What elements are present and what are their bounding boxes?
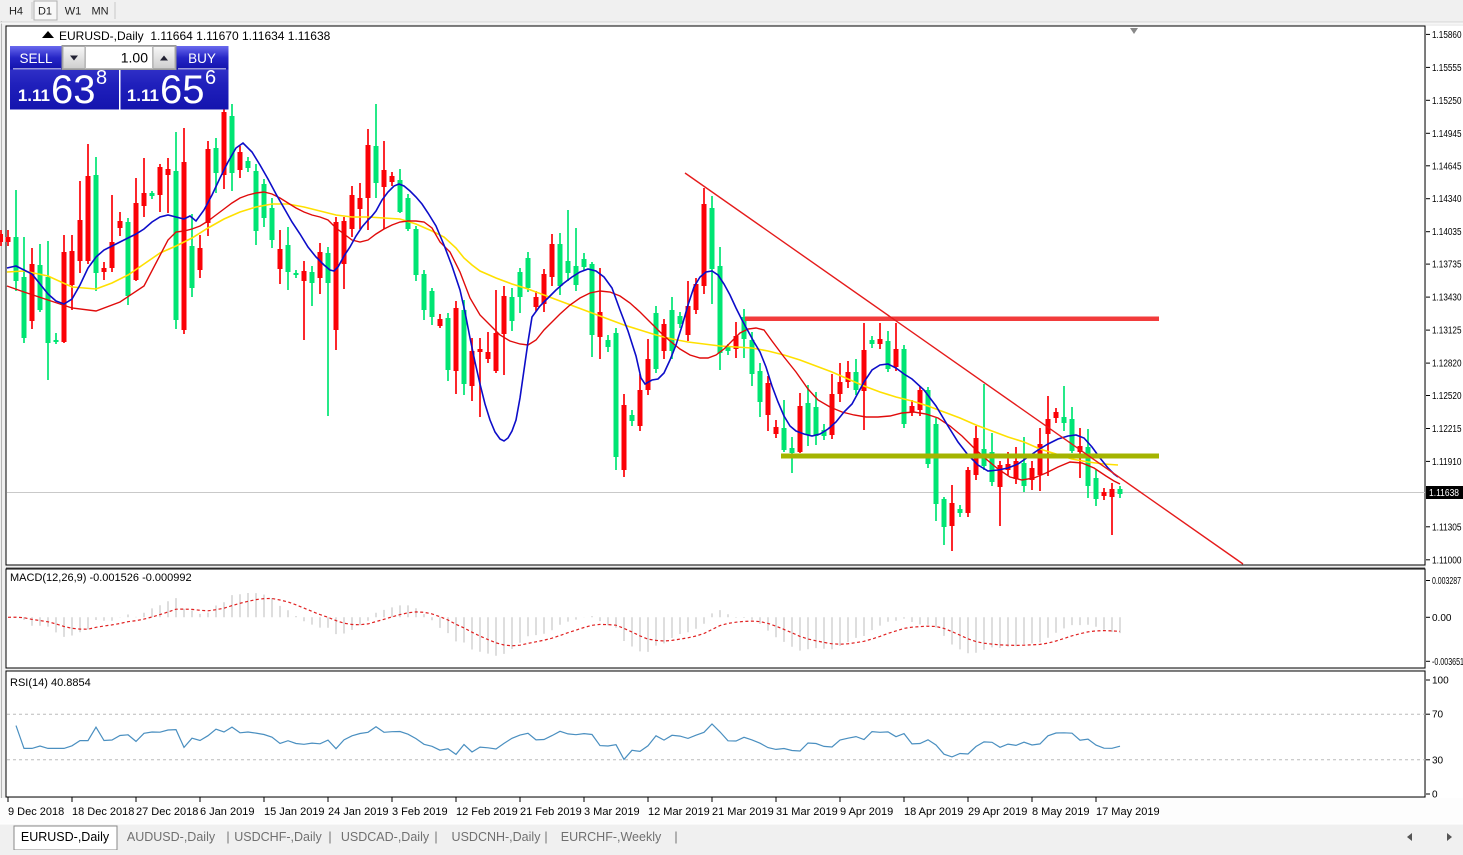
svg-text:21 Feb 2019: 21 Feb 2019 <box>520 806 582 818</box>
svg-text:|: | <box>328 830 331 844</box>
svg-text:27 Dec 2018: 27 Dec 2018 <box>136 806 198 818</box>
svg-text:EURUSD-,Daily: EURUSD-,Daily <box>21 830 110 844</box>
svg-text:1.12520: 1.12520 <box>1432 391 1462 402</box>
svg-text:1.11305: 1.11305 <box>1432 522 1462 533</box>
svg-text:EURCHF-,Weekly: EURCHF-,Weekly <box>561 830 662 844</box>
svg-text:1.11000: 1.11000 <box>1432 555 1462 566</box>
svg-text:1.14340: 1.14340 <box>1432 194 1462 205</box>
svg-text:70: 70 <box>1432 710 1444 721</box>
svg-text:1.11: 1.11 <box>18 86 50 105</box>
svg-text:3 Feb 2019: 3 Feb 2019 <box>392 806 448 818</box>
svg-text:31 Mar 2019: 31 Mar 2019 <box>776 806 838 818</box>
svg-text:18 Apr 2019: 18 Apr 2019 <box>904 806 963 818</box>
svg-text:MACD(12,26,9) -0.001526 -0.000: MACD(12,26,9) -0.001526 -0.000992 <box>10 572 192 584</box>
svg-text:BUY: BUY <box>188 51 216 66</box>
svg-text:15 Jan 2019: 15 Jan 2019 <box>264 806 325 818</box>
svg-text:|: | <box>434 830 437 844</box>
svg-text:-0.003651: -0.003651 <box>1432 657 1463 668</box>
svg-text:1.14035: 1.14035 <box>1432 227 1462 238</box>
svg-text:1.11910: 1.11910 <box>1432 457 1462 468</box>
svg-text:|: | <box>544 830 547 844</box>
svg-text:W1: W1 <box>65 6 82 18</box>
svg-text:6 Jan 2019: 6 Jan 2019 <box>200 806 254 818</box>
svg-text:65: 65 <box>160 68 205 112</box>
svg-text:0.00: 0.00 <box>1432 613 1452 624</box>
svg-text:USDCNH-,Daily: USDCNH-,Daily <box>452 830 542 844</box>
svg-text:USDCAD-,Daily: USDCAD-,Daily <box>341 830 430 844</box>
svg-text:|: | <box>674 830 677 844</box>
svg-text:6: 6 <box>205 67 216 89</box>
svg-text:1.15860: 1.15860 <box>1432 30 1462 41</box>
svg-text:17 May 2019: 17 May 2019 <box>1096 806 1160 818</box>
svg-text:AUDUSD-,Daily: AUDUSD-,Daily <box>127 830 216 844</box>
svg-text:12 Mar 2019: 12 Mar 2019 <box>648 806 710 818</box>
svg-text:18 Dec 2018: 18 Dec 2018 <box>72 806 134 818</box>
svg-text:3 Mar 2019: 3 Mar 2019 <box>584 806 640 818</box>
svg-text:1.11638: 1.11638 <box>1429 488 1459 499</box>
svg-text:1.14945: 1.14945 <box>1432 129 1462 140</box>
svg-text:63: 63 <box>51 68 96 112</box>
svg-text:1.12215: 1.12215 <box>1432 424 1462 435</box>
svg-text:RSI(14) 40.8854: RSI(14) 40.8854 <box>10 677 91 689</box>
svg-text:21 Mar 2019: 21 Mar 2019 <box>712 806 774 818</box>
svg-text:1.12820: 1.12820 <box>1432 359 1462 370</box>
svg-text:0.003287: 0.003287 <box>1432 576 1461 587</box>
svg-text:1.13735: 1.13735 <box>1432 260 1462 271</box>
svg-text:24 Jan 2019: 24 Jan 2019 <box>328 806 389 818</box>
svg-text:1.00: 1.00 <box>121 50 148 66</box>
svg-text:30: 30 <box>1432 755 1444 766</box>
svg-text:1.11: 1.11 <box>127 86 159 105</box>
svg-text:8 May 2019: 8 May 2019 <box>1032 806 1089 818</box>
svg-text:8: 8 <box>96 67 107 89</box>
svg-text:0: 0 <box>1432 790 1438 801</box>
svg-text:9 Apr 2019: 9 Apr 2019 <box>840 806 893 818</box>
svg-text:USDCHF-,Daily: USDCHF-,Daily <box>234 830 322 844</box>
svg-text:29 Apr 2019: 29 Apr 2019 <box>968 806 1027 818</box>
svg-text:MN: MN <box>91 6 108 18</box>
svg-text:|: | <box>226 830 229 844</box>
svg-text:1.13125: 1.13125 <box>1432 326 1462 337</box>
svg-text:100: 100 <box>1432 676 1449 687</box>
svg-text:1.15555: 1.15555 <box>1432 63 1462 74</box>
svg-text:D1: D1 <box>38 6 52 18</box>
svg-text:1.13430: 1.13430 <box>1432 293 1462 304</box>
svg-text:SELL: SELL <box>19 51 53 66</box>
svg-text:12 Feb 2019: 12 Feb 2019 <box>456 806 518 818</box>
svg-text:EURUSD-,Daily 1.11664 1.11670: EURUSD-,Daily 1.11664 1.11670 1.11634 1.… <box>59 29 331 43</box>
svg-text:9 Dec 2018: 9 Dec 2018 <box>8 806 64 818</box>
svg-text:1.14645: 1.14645 <box>1432 161 1462 172</box>
svg-text:H4: H4 <box>9 6 23 18</box>
svg-text:1.15250: 1.15250 <box>1432 96 1462 107</box>
